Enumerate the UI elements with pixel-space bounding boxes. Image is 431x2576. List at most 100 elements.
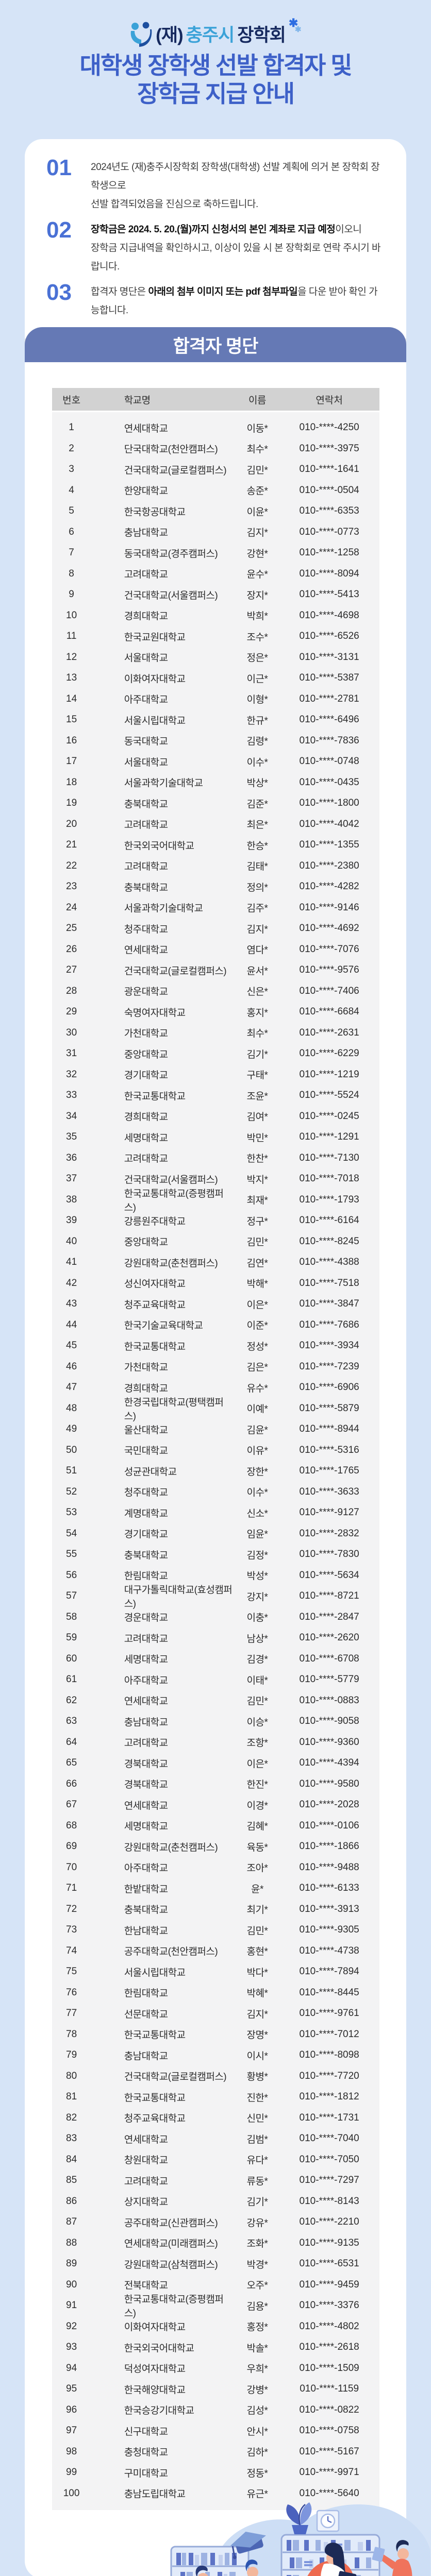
table-row: 15 서울시립대학교 한규* 010-****-6496 [52, 709, 379, 731]
cell-no: 70 [66, 1861, 77, 1873]
cell-name: 김주* [246, 903, 268, 914]
cell-no: 11 [66, 631, 77, 642]
cell-phone: 010-****-1812 [299, 2091, 359, 2103]
cell-school: 숙명여자대학교 [124, 1007, 186, 1019]
cell-school: 한국해양대학교 [124, 2384, 186, 2396]
table-row: 27 건국대학교(글로컬캠퍼스) 윤서* 010-****-9576 [52, 960, 379, 981]
results-card: 번호 학교명 이름 연락처 1 연세대학교 이동* 010-****-4250 2 단국대… [25, 362, 406, 2576]
cell-phone: 010-****-9459 [299, 2279, 359, 2290]
cell-name: 이예* [246, 1404, 268, 1415]
cell-no: 54 [66, 1528, 77, 1539]
cell-phone: 010-****-6708 [299, 1653, 359, 1664]
cell-phone: 010-****-0883 [299, 1694, 359, 1706]
table-row: 98 충청대학교 김하* 010-****-5167 [52, 2442, 379, 2463]
cell-name: 장지* [246, 590, 268, 601]
cell-name: 강유* [246, 2217, 268, 2229]
cell-phone: 010-****-8143 [299, 2195, 359, 2207]
cell-school: 신구대학교 [124, 2426, 168, 2437]
table-row: 77 선문대학교 김지* 010-****-9761 [52, 2003, 379, 2024]
cell-no: 89 [66, 2258, 77, 2269]
table-row: 86 상지대학교 김기* 010-****-8143 [52, 2191, 379, 2212]
cell-phone: 010-****-0106 [299, 1820, 359, 1831]
cell-name: 이근* [246, 673, 268, 685]
cell-phone: 010-****-0773 [299, 526, 359, 537]
results-section-title: 합격자 명단 [173, 336, 259, 357]
table-row: 34 경희대학교 김여* 010-****-0245 [52, 1106, 379, 1127]
cell-school: 덕성여자대학교 [124, 2364, 186, 2375]
cell-phone: 010-****-1866 [299, 1841, 359, 1852]
table-row: 35 세명대학교 박민* 010-****-1291 [52, 1127, 379, 1148]
cell-name: 최은* [246, 820, 268, 831]
cell-phone: 010-****-5879 [299, 1402, 359, 1414]
cell-name: 김정* [246, 1550, 268, 1561]
table-row: 45 한국교통대학교 정성* 010-****-3934 [52, 1335, 379, 1357]
table-row: 85 고려대학교 류동* 010-****-7297 [52, 2170, 379, 2191]
cell-school: 고려대학교 [124, 1738, 168, 1749]
notice-list: 01 2024년도 (재)충주시장학회 장학생(대학생) 선발 계획에 의거 본 … [25, 139, 406, 338]
cell-no: 100 [63, 2487, 80, 2499]
table-row: 19 충북대학교 김준* 010-****-1800 [52, 793, 379, 814]
cell-name: 김범* [246, 2134, 268, 2145]
cell-school: 경기대학교 [124, 1070, 168, 1081]
cell-name: 김준* [246, 799, 268, 810]
cell-phone: 010-****-9360 [299, 1736, 359, 1748]
cell-school: 공주대학교(천안캠퍼스) [124, 1946, 218, 1958]
cell-no: 83 [66, 2133, 77, 2144]
table-row: 7 동국대학교(경주캠퍼스) 강현* 010-****-1258 [52, 543, 379, 564]
cell-no: 85 [66, 2175, 77, 2186]
cell-name: 이은* [246, 1299, 268, 1311]
cell-no: 41 [66, 1257, 77, 1268]
cell-school: 청주대학교 [124, 924, 168, 935]
cell-phone: 010-****-1355 [299, 839, 359, 851]
cell-no: 90 [66, 2279, 77, 2290]
cell-no: 55 [66, 1549, 77, 1560]
cell-phone: 010-****-2847 [299, 1611, 359, 1622]
table-row: 48 한경국립대학교(평택캠퍼스) 이예* 010-****-5879 [52, 1397, 379, 1422]
cell-school: 고려대학교 [124, 820, 168, 831]
table-row: 53 계명대학교 신소* 010-****-9127 [52, 1502, 379, 1523]
cell-name: 김여* [246, 1112, 268, 1123]
table-row: 26 연세대학교 염다* 010-****-7076 [52, 939, 379, 960]
table-row: 88 연세대학교(미래캠퍼스) 조화* 010-****-9135 [52, 2233, 379, 2254]
cell-school: 서울과학기술대학교 [124, 903, 203, 914]
cell-no: 93 [66, 2342, 77, 2353]
table-row: 75 서울시립대학교 박다* 010-****-7894 [52, 1961, 379, 1982]
cell-no: 91 [66, 2300, 77, 2311]
cell-phone: 010-****-0245 [299, 1110, 359, 1122]
cell-name: 한규* [246, 715, 268, 726]
cell-no: 52 [66, 1486, 77, 1497]
cell-no: 36 [66, 1152, 77, 1163]
table-row: 78 한국교통대학교 장명* 010-****-7012 [52, 2024, 379, 2045]
cell-school: 한국교통대학교 [124, 2092, 186, 2104]
cell-no: 87 [66, 2216, 77, 2228]
cell-phone: 010-****-7836 [299, 735, 359, 746]
header-phone: 연락처 [316, 395, 343, 406]
cell-school: 한림대학교 [124, 1571, 168, 1582]
cell-school: 경희대학교 [124, 1383, 168, 1394]
cell-school: 한국교원대학교 [124, 632, 186, 643]
table-row: 50 국민대학교 이유* 010-****-5316 [52, 1440, 379, 1461]
cell-no: 5 [69, 505, 74, 517]
cell-name: 이태* [246, 1675, 268, 1686]
cell-name: 이승* [246, 1717, 268, 1728]
cell-name: 정구* [246, 1216, 268, 1227]
cell-no: 40 [66, 1235, 77, 1247]
cell-school: 충북대학교 [124, 799, 168, 810]
cell-no: 84 [66, 2154, 77, 2165]
cell-no: 4 [69, 484, 74, 496]
cell-school: 경희대학교 [124, 611, 168, 622]
cell-phone: 010-****-1219 [299, 1069, 359, 1080]
cell-no: 27 [66, 964, 77, 976]
table-row: 67 연세대학교 이경* 010-****-2028 [52, 1794, 379, 1816]
cell-phone: 010-****-2210 [299, 2216, 359, 2228]
cell-phone: 010-****-1641 [299, 464, 359, 475]
cell-no: 75 [66, 1966, 77, 1977]
cell-phone: 010-****-6229 [299, 1048, 359, 1059]
cell-phone: 010-****-3131 [299, 651, 359, 663]
cell-school: 한국외국어대학교 [124, 2343, 194, 2354]
cell-no: 20 [66, 818, 77, 829]
cell-no: 72 [66, 1903, 77, 1914]
cell-no: 7 [69, 547, 74, 558]
cell-phone: 010-****-9058 [299, 1716, 359, 1727]
cell-no: 95 [66, 2383, 77, 2395]
